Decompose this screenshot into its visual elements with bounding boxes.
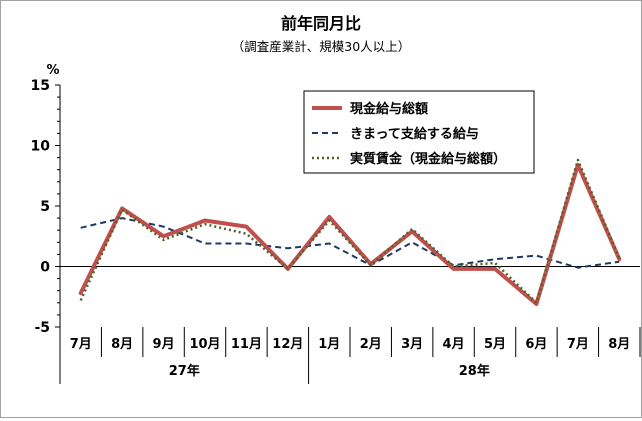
- y-tick-label: 10: [31, 139, 51, 155]
- x-tick-label: 8月: [608, 337, 630, 352]
- x-tick-label: 10月: [189, 337, 220, 352]
- chart-subtitle: （調査産業計、規模30人以上）: [232, 39, 410, 54]
- series-line-2: [79, 158, 621, 305]
- y-tick-label: -5: [34, 320, 50, 336]
- x-tick-label: 9月: [153, 337, 175, 352]
- x-tick-label: 4月: [443, 337, 465, 352]
- x-tick-label: 5月: [484, 337, 506, 352]
- x-tick-label: 7月: [567, 337, 589, 352]
- y-axis-label: %: [46, 63, 59, 78]
- x-tick-label: 7月: [70, 337, 92, 352]
- y-tick-label: 5: [40, 199, 50, 215]
- x-tick-label: 6月: [525, 337, 547, 352]
- x-tick-label: 1月: [318, 337, 340, 352]
- y-tick-label: 0: [40, 260, 50, 276]
- year-group-label: 27年: [169, 363, 200, 379]
- chart-title: 前年同月比: [281, 14, 361, 33]
- x-tick-label: 12月: [272, 337, 303, 352]
- series-line-0: [78, 162, 622, 306]
- x-tick-label: 11月: [231, 337, 262, 352]
- x-tick-label: 3月: [401, 337, 423, 352]
- legend-entry-2: 実質賃金（現金給与総額）: [350, 151, 506, 167]
- x-tick-label: 2月: [360, 337, 382, 352]
- year-group-label: 28年: [459, 363, 490, 379]
- legend-entry-1: きまって支給する給与: [350, 126, 479, 142]
- y-tick-label: 15: [31, 78, 50, 94]
- x-tick-label: 8月: [111, 337, 133, 352]
- legend-box: [303, 90, 535, 174]
- series-line-1: [80, 217, 620, 269]
- legend-entry-0: 現金給与総額: [350, 101, 428, 117]
